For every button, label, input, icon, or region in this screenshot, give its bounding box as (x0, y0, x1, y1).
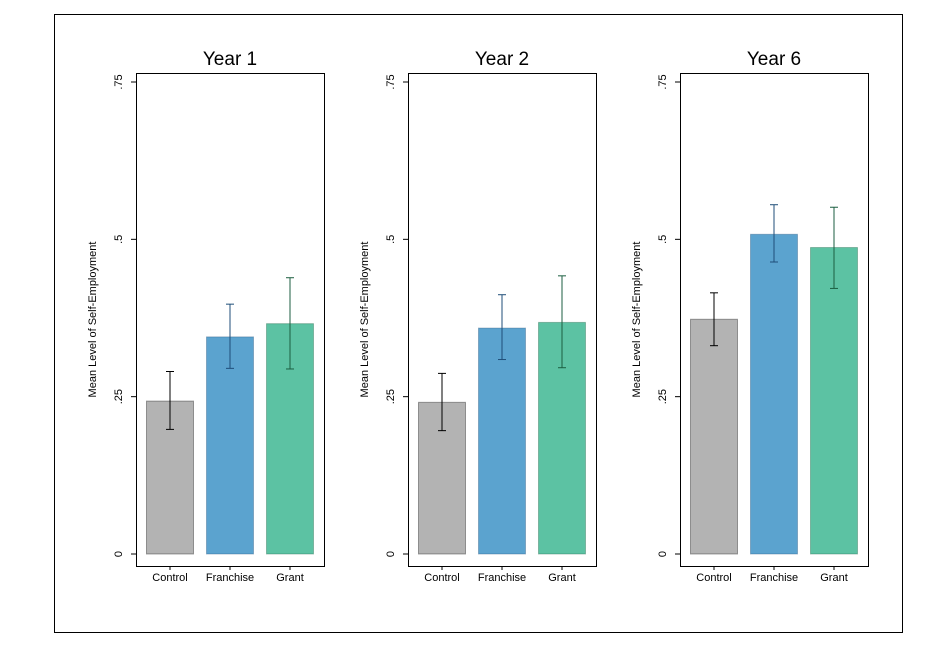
y-tick-label: .75 (385, 74, 397, 89)
bar-franchise (206, 336, 254, 555)
x-tick-label: Franchise (206, 572, 254, 584)
bar-grant (810, 247, 858, 555)
x-tick-label: Franchise (478, 572, 526, 584)
y-axis-title: Mean Level of Self-Employment (631, 242, 643, 398)
bar-control (690, 318, 738, 555)
bar-franchise (750, 233, 798, 555)
panel-2: Year 2 0 .25 .5 .75 Mean Level of Self-Employ… (359, 49, 597, 584)
x-tick-label: Grant (276, 572, 304, 584)
panel-title: Year 1 (203, 49, 257, 70)
y-tick-label: 0 (385, 551, 397, 557)
bar-franchise (478, 327, 526, 555)
y-tick-label: .75 (113, 74, 125, 89)
panel-title: Year 6 (747, 49, 801, 70)
y-tick-label: .25 (113, 389, 125, 404)
y-axis-title: Mean Level of Self-Employment (87, 242, 99, 398)
x-tick-label: Control (696, 572, 731, 584)
y-tick-label: 0 (113, 551, 125, 557)
x-tick-label: Grant (820, 572, 848, 584)
y-tick-label: .25 (657, 389, 669, 404)
y-tick-label: .5 (657, 235, 669, 244)
y-tick-label: 0 (657, 551, 669, 557)
y-tick-label: .75 (657, 74, 669, 89)
panel-title: Year 2 (475, 49, 529, 70)
panel-3: Year 6 0 .25 .5 .75 Mean Level of Self-Employ… (631, 49, 869, 584)
x-tick-label: Grant (548, 572, 576, 584)
x-tick-label: Control (152, 572, 187, 584)
y-tick-label: .5 (385, 235, 397, 244)
panels-group: Year 1 0 .25 .5 .75 Mean Level of Self-Employ… (87, 49, 869, 584)
y-axis-title: Mean Level of Self-Employment (359, 242, 371, 398)
x-tick-label: Control (424, 572, 459, 584)
panel-1: Year 1 0 .25 .5 .75 Mean Level of Self-Employ… (87, 49, 325, 584)
y-tick-label: .25 (385, 389, 397, 404)
y-tick-label: .5 (113, 235, 125, 244)
x-tick-label: Franchise (750, 572, 798, 584)
